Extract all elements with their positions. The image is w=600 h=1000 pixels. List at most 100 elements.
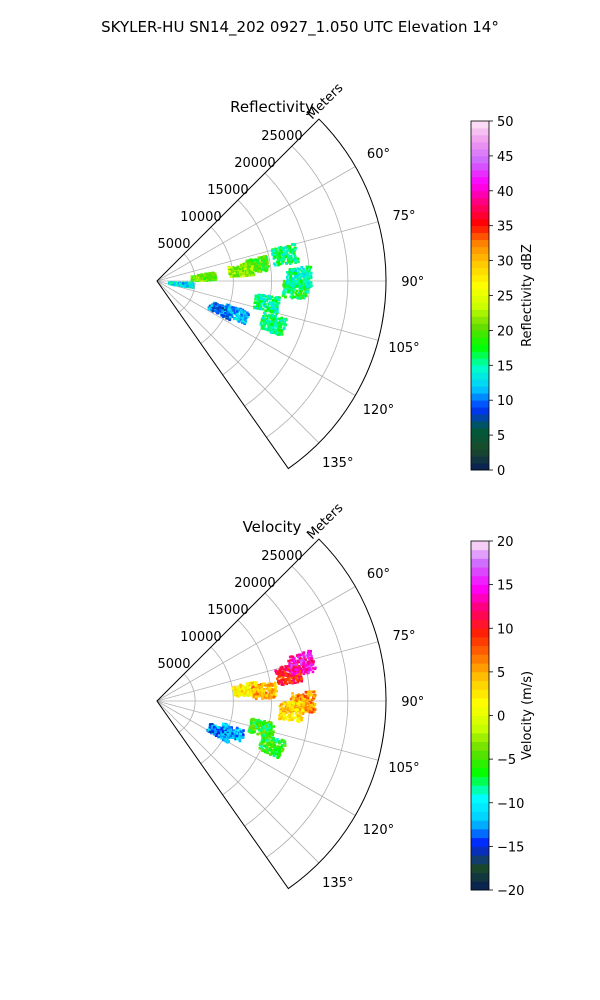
- colorbar-band: [471, 302, 489, 310]
- echo-cell: [293, 661, 296, 665]
- echo-cell: [284, 255, 288, 259]
- echo-cell: [276, 756, 279, 759]
- echo-cell: [221, 725, 225, 729]
- echo-cell: [296, 697, 300, 701]
- colorbar-band: [471, 372, 489, 380]
- colorbar-band: [471, 663, 489, 673]
- echo-cell: [279, 708, 283, 711]
- range-tick-label: 10000: [180, 630, 221, 645]
- colorbar-tick-label: 0: [497, 710, 505, 725]
- echo-cell: [207, 278, 211, 281]
- theta-tick-label: 135°: [322, 876, 353, 891]
- echo-cell: [245, 268, 249, 272]
- echo-cell: [308, 708, 312, 712]
- echo-cell: [264, 696, 267, 700]
- echo-cell: [262, 688, 266, 691]
- echo-cell: [251, 689, 254, 693]
- echo-cell: [257, 695, 261, 698]
- echo-cell: [309, 693, 313, 697]
- echo-cell: [307, 276, 311, 279]
- azimuth-gridline: [156, 280, 320, 444]
- echo-cell: [274, 669, 277, 673]
- echo-cell: [235, 729, 238, 732]
- echo-cell: [251, 718, 254, 721]
- echo-cell: [217, 731, 221, 735]
- echo-cell: [248, 265, 251, 268]
- echo-cell: [199, 276, 202, 280]
- echo-cell: [270, 310, 274, 314]
- colorbar-band: [471, 365, 489, 373]
- echo-cell: [308, 269, 311, 273]
- echo-cell: [262, 261, 265, 265]
- echo-cell: [288, 713, 291, 717]
- echo-cell: [250, 726, 253, 730]
- echo-cell: [245, 271, 249, 274]
- echo-cell: [214, 734, 218, 737]
- echo-cell: [289, 262, 292, 265]
- echo-cell: [231, 266, 235, 269]
- echo-cell: [279, 246, 283, 249]
- echo-cell: [296, 280, 299, 283]
- echo-cell: [269, 732, 272, 735]
- echo-cell: [237, 314, 241, 318]
- echo-cell: [281, 291, 285, 295]
- echo-cell: [312, 705, 315, 708]
- theta-tick-label: 60°: [367, 567, 390, 582]
- echo-cell: [277, 261, 280, 264]
- echo-cell: [288, 672, 292, 676]
- colorbar-band: [471, 724, 489, 734]
- echo-cell: [278, 705, 282, 708]
- echo-cell: [262, 264, 265, 268]
- echo-cell: [294, 666, 297, 670]
- echo-cell: [288, 270, 291, 274]
- echo-cell: [310, 655, 313, 658]
- echo-cell: [233, 685, 237, 689]
- echo-cell: [304, 664, 308, 667]
- echo-cell: [301, 296, 305, 300]
- echo-cell: [273, 299, 276, 302]
- echo-cell: [294, 681, 297, 685]
- echo-cell: [214, 275, 217, 278]
- range-ring: [244, 592, 311, 827]
- echo-cell: [256, 692, 259, 696]
- echo-cell: [195, 278, 199, 282]
- echo-cell: [292, 285, 295, 288]
- echo-cell: [284, 678, 287, 681]
- echo-cell: [299, 289, 302, 293]
- echo-cell: [300, 694, 304, 698]
- echo-cell: [251, 273, 254, 277]
- echo-cell: [282, 253, 286, 256]
- echo-cell: [298, 709, 301, 712]
- range-tick-label: 5000: [157, 657, 190, 672]
- echo-cell: [292, 702, 295, 706]
- echo-cell: [300, 653, 304, 657]
- echo-cell: [245, 685, 249, 688]
- echo-cell: [239, 736, 242, 739]
- echo-cell: [268, 327, 271, 330]
- figure-suptitle: SKYLER-HU SN14_202 0927_1.050 UTC Elevat…: [101, 18, 499, 37]
- range-tick-label: 25000: [261, 129, 302, 144]
- echo-cell: [259, 742, 263, 746]
- echo-cell: [301, 704, 305, 708]
- echo-cell: [278, 714, 281, 717]
- echo-cell: [273, 262, 276, 265]
- echo-cell: [235, 734, 239, 738]
- echo-cell: [248, 682, 252, 685]
- echo-cell: [256, 264, 259, 268]
- echo-cell: [265, 264, 269, 268]
- echo-cell: [289, 249, 293, 252]
- echo-cell: [217, 735, 220, 739]
- echo-cell: [291, 289, 295, 293]
- echo-cell: [285, 318, 288, 322]
- echo-cell: [256, 266, 260, 269]
- echo-cell: [275, 332, 278, 336]
- echo-cell: [307, 664, 311, 667]
- echo-cell: [248, 726, 252, 730]
- echo-cell: [297, 693, 301, 696]
- echo-cell: [295, 707, 298, 711]
- colorbar-tick-label: 50: [497, 115, 514, 130]
- echo-cell: [204, 278, 208, 282]
- theta-tick-label: 120°: [363, 823, 394, 838]
- echo-cell: [302, 672, 306, 676]
- echo-cell: [239, 689, 242, 692]
